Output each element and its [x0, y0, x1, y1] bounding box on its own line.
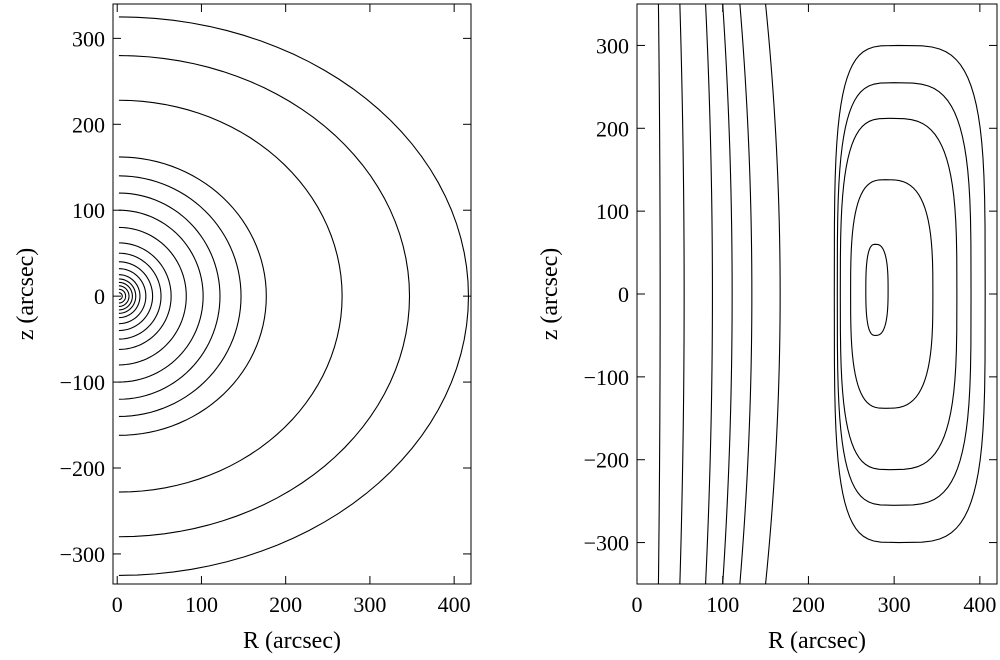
right-y-tick-label: 0: [618, 282, 629, 307]
right-closed-contour: [839, 117, 958, 471]
left-y-tick-label: 300: [72, 26, 105, 51]
left-contour-line: [118, 192, 221, 400]
right-vertical-contour: [657, 3, 661, 585]
left-contours: [118, 16, 470, 576]
right-contour-panel: 0 100 200 300 400 −300 −200 −100 0 100 200 300 R (a…: [537, 3, 998, 654]
left-x-axis-label: R (arcsec): [243, 628, 341, 654]
left-y-tick-label: −200: [60, 456, 105, 481]
left-y-tick-label: 0: [94, 284, 105, 309]
right-closed-contours: [833, 44, 986, 544]
left-contour-line: [118, 156, 267, 436]
left-y-tick-label: 100: [72, 198, 105, 223]
left-contour-line: [118, 209, 204, 383]
right-y-tick-label: −100: [584, 365, 629, 390]
left-contour-line: [118, 242, 172, 350]
right-y-tick-label: 200: [596, 116, 629, 141]
right-closed-contour: [836, 82, 972, 506]
right-closed-contour: [850, 179, 934, 409]
right-x-tick-label: 0: [632, 592, 643, 617]
right-x-tick-label: 400: [963, 592, 996, 617]
right-y-axis-label: z (arcsec): [537, 248, 563, 341]
left-x-tick-label: 400: [438, 592, 471, 617]
right-axis-ticks: 0 100 200 300 400 −300 −200 −100 0 100 200 300: [584, 4, 997, 617]
left-contour-line: [118, 261, 154, 332]
right-vertical-contour: [679, 3, 685, 585]
right-x-tick-label: 100: [706, 592, 739, 617]
left-axis-ticks: 0 100 200 300 400 −300 −200 −100 0 100 200 300: [60, 4, 471, 617]
left-y-tick-label: −100: [60, 370, 105, 395]
left-y-tick-label: −300: [60, 542, 105, 567]
left-y-axis-label: z (arcsec): [13, 248, 39, 341]
left-contour-line: [118, 288, 127, 304]
left-contour-line: [118, 285, 130, 308]
left-x-tick-label: 0: [112, 592, 123, 617]
left-contour-line: [118, 278, 137, 314]
right-x-axis-label: R (arcsec): [768, 628, 866, 654]
right-y-tick-label: −200: [584, 448, 629, 473]
right-vertical-contour: [739, 3, 753, 585]
left-x-tick-label: 200: [269, 592, 302, 617]
right-y-tick-label: −300: [584, 531, 629, 556]
right-closed-contour: [833, 44, 986, 544]
left-x-tick-label: 100: [185, 592, 218, 617]
right-y-tick-label: 100: [596, 199, 629, 224]
left-contour-line: [118, 292, 123, 301]
left-plot-frame: [112, 3, 472, 585]
right-plot-frame: [636, 3, 998, 585]
left-contour-line: [118, 252, 162, 340]
right-vertical-contour: [705, 3, 713, 585]
left-contour-line: [118, 281, 133, 311]
left-contour-line: [118, 274, 141, 319]
right-vertical-contour: [722, 3, 733, 585]
right-closed-contour: [865, 243, 889, 336]
left-x-tick-label: 300: [353, 592, 386, 617]
right-vertical-contour: [765, 3, 781, 585]
left-contour-line: [118, 55, 411, 538]
left-contour-line: [118, 99, 343, 493]
left-contour-panel: 0 100 200 300 400 −300 −200 −100 0 100 200 300 R (a…: [13, 3, 472, 654]
right-y-tick-label: 300: [596, 33, 629, 58]
right-contours: [657, 3, 986, 585]
left-contour-line: [118, 226, 187, 366]
right-x-tick-label: 300: [878, 592, 911, 617]
right-x-tick-label: 200: [792, 592, 825, 617]
left-contour-line: [118, 175, 242, 417]
left-contour-line: [118, 268, 147, 325]
left-y-tick-label: 200: [72, 112, 105, 137]
